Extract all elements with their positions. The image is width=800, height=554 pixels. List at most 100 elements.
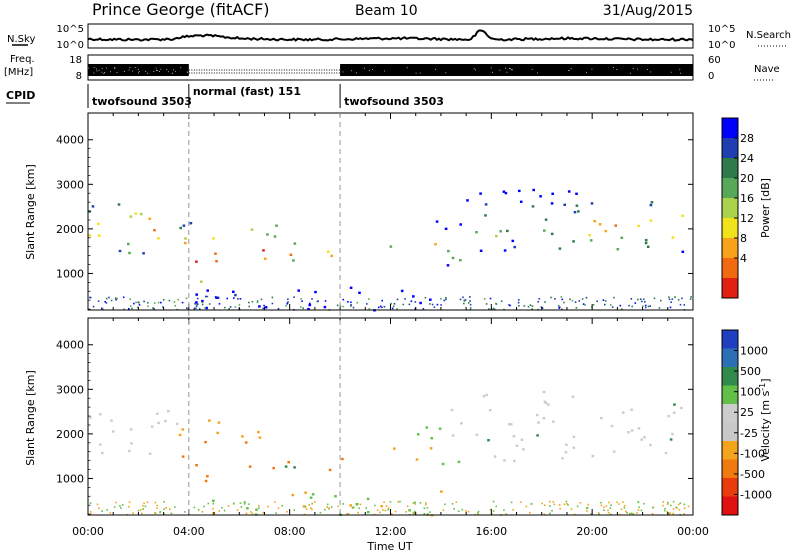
heatmap-cell bbox=[520, 501, 522, 503]
heatmap-cell bbox=[602, 299, 605, 301]
heatmap-cell bbox=[441, 462, 445, 466]
heatmap-cell bbox=[309, 496, 313, 499]
heatmap-cell bbox=[414, 501, 416, 504]
heatmap-cell bbox=[393, 303, 396, 305]
heatmap-cell bbox=[293, 509, 295, 511]
cpid-change-markers bbox=[188, 113, 341, 515]
heatmap-cell bbox=[402, 303, 405, 306]
nave-label: Nave bbox=[754, 64, 780, 75]
heatmap-cell bbox=[565, 500, 568, 503]
heatmap-cell bbox=[406, 505, 409, 508]
heatmap-cell bbox=[234, 306, 237, 308]
nsky-label: N.Sky bbox=[7, 34, 35, 45]
heatmap-cell bbox=[139, 212, 143, 216]
heatmap-cell bbox=[381, 299, 383, 302]
freq-gap bbox=[342, 71, 344, 73]
colorbar-tick-label-0: 28 bbox=[740, 132, 754, 145]
heatmap-cell bbox=[687, 505, 690, 508]
heatmap-cell bbox=[142, 252, 145, 255]
heatmap-cell bbox=[575, 307, 578, 309]
freq-gap bbox=[355, 72, 357, 74]
heatmap-cell bbox=[591, 454, 595, 458]
heatmap-cell bbox=[264, 306, 268, 309]
freq-gap bbox=[114, 67, 116, 69]
heatmap-cell bbox=[390, 513, 393, 515]
colorbar-swatch-1 bbox=[722, 138, 738, 159]
heatmap-cell bbox=[642, 305, 644, 307]
heatmap-cell bbox=[96, 503, 99, 506]
heatmap-cell bbox=[337, 505, 340, 508]
heatmap-cell bbox=[99, 443, 102, 446]
heatmap-cell bbox=[238, 304, 241, 306]
heatmap-cell bbox=[475, 433, 479, 436]
nsky-tick-top: 10^5 bbox=[57, 24, 84, 35]
heatmap-cell bbox=[518, 189, 521, 193]
heatmap-cell bbox=[245, 512, 248, 515]
heatmap-cell bbox=[651, 513, 654, 515]
heatmap-cell bbox=[262, 249, 265, 252]
heatmap-cell bbox=[256, 301, 259, 304]
heatmap-cell bbox=[263, 304, 265, 307]
colorbar-swatch-5 bbox=[722, 218, 738, 239]
heatmap-cell bbox=[285, 305, 287, 307]
heatmap-cell bbox=[352, 506, 355, 509]
heatmap-cell bbox=[512, 435, 516, 438]
colorbar-tick-label-7: -1000 bbox=[740, 488, 772, 501]
colorbar-swatch-0 bbox=[722, 330, 738, 349]
heatmap-cell bbox=[379, 511, 381, 514]
heatmap-cell bbox=[542, 390, 546, 394]
heatmap-cell bbox=[592, 304, 595, 306]
colorbar-swatch-2 bbox=[722, 367, 738, 386]
heatmap-cell bbox=[127, 242, 130, 246]
colorbar-swatch-3 bbox=[722, 385, 738, 405]
heatmap-cell bbox=[549, 512, 551, 515]
heatmap-cell bbox=[552, 420, 555, 423]
heatmap-cell bbox=[300, 298, 302, 300]
heatmap-cell bbox=[573, 513, 576, 516]
heatmap-cell bbox=[387, 507, 390, 509]
heatmap-cell bbox=[671, 298, 674, 300]
heatmap-cell bbox=[613, 296, 615, 299]
heatmap-cell bbox=[644, 241, 648, 245]
heatmap-cell bbox=[148, 452, 152, 455]
heatmap-cell bbox=[575, 204, 579, 207]
heatmap-cell bbox=[597, 512, 600, 514]
heatmap-cell bbox=[643, 436, 646, 439]
nsky-trace bbox=[87, 29, 694, 42]
heatmap-cell bbox=[201, 511, 204, 513]
heatmap-cell bbox=[683, 513, 685, 515]
nave-tick-top: 60 bbox=[708, 55, 721, 66]
heatmap-cell bbox=[467, 510, 470, 513]
freq-gap bbox=[537, 72, 538, 74]
heatmap-cell bbox=[380, 505, 383, 508]
heatmap-cell bbox=[198, 308, 201, 310]
heatmap-cell bbox=[643, 298, 645, 300]
heatmap-cell bbox=[194, 302, 196, 305]
heatmap-cell bbox=[113, 506, 116, 508]
heatmap-cell bbox=[678, 508, 681, 511]
heatmap-cell bbox=[550, 232, 554, 236]
heatmap-cell bbox=[196, 297, 199, 300]
heatmap-cell bbox=[214, 296, 217, 298]
heatmap-cell bbox=[286, 511, 288, 513]
heatmap-cell bbox=[641, 300, 643, 303]
freq-gap bbox=[187, 71, 188, 73]
colorbar-tick-label-1: 500 bbox=[740, 365, 761, 378]
heatmap-cell bbox=[469, 296, 471, 298]
heatmap-cell bbox=[646, 245, 650, 248]
heatmap-cell bbox=[350, 301, 352, 304]
heatmap-cell bbox=[690, 296, 692, 298]
heatmap-cell bbox=[612, 450, 616, 453]
heatmap-cell bbox=[141, 512, 143, 515]
freq-gap bbox=[490, 67, 492, 69]
heatmap-cell bbox=[461, 508, 464, 511]
heatmap-cell bbox=[489, 508, 492, 511]
heatmap-cell bbox=[436, 303, 439, 306]
heatmap-cell bbox=[129, 305, 132, 307]
xtick-label-3: 12:00 bbox=[375, 525, 407, 538]
freq-gap bbox=[531, 68, 533, 70]
heatmap-cell bbox=[101, 451, 104, 455]
heatmap-cell bbox=[350, 304, 352, 306]
heatmap-cell bbox=[266, 233, 269, 236]
heatmap-cell bbox=[535, 413, 539, 417]
